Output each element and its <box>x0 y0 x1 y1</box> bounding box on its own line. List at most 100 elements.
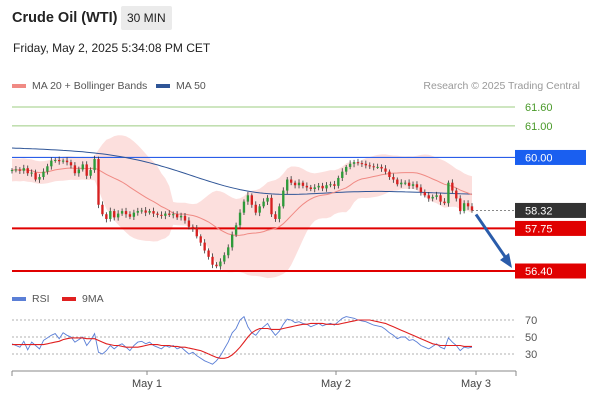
projection-arrow-head <box>500 253 512 268</box>
candle-body <box>219 261 222 267</box>
candle-body <box>211 256 214 265</box>
legend-ma20: MA 20 + Bollinger Bands <box>12 80 147 92</box>
candle-body <box>250 195 254 205</box>
candle-body <box>388 171 391 178</box>
candle-body <box>372 166 375 168</box>
legend-9ma-label: 9MA <box>82 293 104 305</box>
candle-body <box>274 214 277 219</box>
candle-body <box>109 211 112 219</box>
candle-body <box>345 166 348 172</box>
candle-body <box>419 187 423 193</box>
candle-body <box>313 187 316 189</box>
candle-body <box>407 182 411 186</box>
candle-body <box>42 171 45 178</box>
candle-body <box>195 228 198 237</box>
candle-body <box>435 195 438 197</box>
candle-body <box>144 210 147 213</box>
legend-9ma-swatch <box>62 297 76 301</box>
candle-body <box>329 184 332 186</box>
candle-body <box>132 212 136 217</box>
candle-body <box>384 168 387 172</box>
candle-body <box>172 214 175 216</box>
candle-body <box>258 206 261 213</box>
candle-body <box>466 203 470 207</box>
candle-body <box>289 179 293 183</box>
candle-body <box>427 195 430 199</box>
candle-body <box>356 162 360 164</box>
candle-body <box>223 255 226 262</box>
candle-body <box>97 159 100 205</box>
candle-body <box>93 159 96 171</box>
candle-body <box>136 211 139 213</box>
legend-rsi: RSI <box>12 293 50 305</box>
candle-body <box>431 196 434 199</box>
legend-rsi-label: RSI <box>32 293 50 305</box>
legend-ma20-label: MA 20 + Bollinger Bands <box>32 80 148 92</box>
candle-body <box>61 160 65 162</box>
candle-body <box>380 166 383 169</box>
level-tag-60.00 <box>515 149 586 165</box>
bollinger-band <box>12 135 472 279</box>
candle-body <box>113 211 116 218</box>
candle-body <box>309 187 312 189</box>
candle-body <box>105 214 108 219</box>
candle-body <box>148 211 151 213</box>
candle-body <box>101 204 104 215</box>
candle-body <box>85 164 88 176</box>
x-tick-label: May 1 <box>132 378 162 390</box>
candle-body <box>116 213 120 218</box>
candle-body <box>187 220 191 227</box>
level-label-60.00: 60.00 <box>525 152 553 164</box>
candle-body <box>207 250 210 257</box>
timestamp: Friday, May 2, 2025 5:34:08 PM CET <box>13 41 211 55</box>
credit-text: Research © 2025 Trading Central <box>423 80 580 92</box>
candle-body <box>447 182 450 204</box>
candle-body <box>455 190 458 199</box>
instrument-title: Crude Oil (WTI) <box>12 10 118 26</box>
candle-body <box>301 182 305 186</box>
candle-body <box>411 184 415 186</box>
candle-body <box>77 169 81 174</box>
candle-body <box>333 184 336 186</box>
candle-body <box>415 184 419 188</box>
legend-ma20-swatch <box>12 84 26 88</box>
candle-body <box>10 170 14 172</box>
candle-body <box>164 213 167 216</box>
x-tick-label: May 2 <box>321 378 351 390</box>
candle-body <box>152 211 155 214</box>
candle-body <box>73 165 77 174</box>
candle-body <box>262 201 265 207</box>
candle-body <box>423 192 426 196</box>
candle-body <box>403 182 407 184</box>
candle-body <box>238 212 242 226</box>
candle-body <box>175 214 179 218</box>
candle-body <box>65 160 69 163</box>
legend-9ma: 9MA <box>62 293 104 305</box>
candle-body <box>22 168 25 171</box>
candle-body <box>439 195 442 202</box>
candle-body <box>337 177 340 186</box>
candle-body <box>360 163 364 165</box>
candle-body <box>234 225 238 235</box>
candle-body <box>120 211 124 214</box>
candle-body <box>242 201 246 213</box>
level-tag-57.75 <box>515 220 586 236</box>
candle-body <box>38 177 41 180</box>
candle-body <box>305 185 309 188</box>
candle-body <box>462 203 466 212</box>
candle-body <box>18 169 22 171</box>
legend-ma50: MA 50 <box>156 80 206 92</box>
candle-body <box>246 195 250 202</box>
candle-body <box>199 236 202 243</box>
timeframe-badge[interactable]: 30 MIN <box>121 6 172 30</box>
candle-body <box>254 204 257 213</box>
candle-body <box>443 201 446 204</box>
candle-body <box>183 215 187 221</box>
candle-body <box>89 170 92 176</box>
candle-body <box>317 185 320 188</box>
level-label-61.60: 61.60 <box>525 102 553 114</box>
candle-body <box>156 213 159 215</box>
candle-body <box>128 214 132 217</box>
